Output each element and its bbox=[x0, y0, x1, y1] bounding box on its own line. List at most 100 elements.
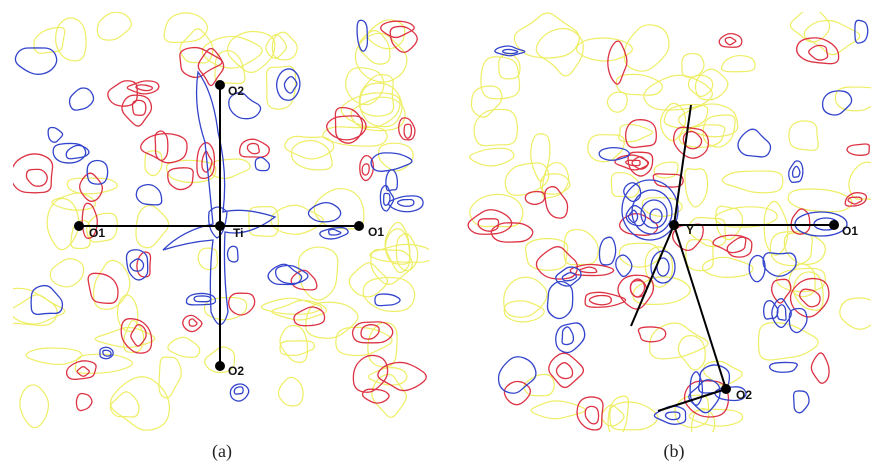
zero-contour bbox=[663, 103, 709, 129]
zero-contour bbox=[109, 391, 140, 418]
negative-contour bbox=[239, 138, 270, 158]
negative-contour-inner bbox=[361, 163, 370, 176]
negative-contour-inner bbox=[808, 44, 829, 61]
negative-contour bbox=[167, 167, 194, 191]
panel-b-svg: Y O1 O2 bbox=[467, 12, 871, 432]
zero-contour bbox=[345, 67, 385, 106]
negative-contour bbox=[503, 380, 532, 406]
positive-contour-inner bbox=[129, 258, 145, 272]
negative-contour bbox=[352, 354, 389, 393]
positive-contour bbox=[714, 386, 747, 402]
zero-contour bbox=[135, 204, 170, 249]
negative-contour bbox=[351, 321, 394, 344]
zero-contour bbox=[354, 32, 408, 83]
label-o2: O2 bbox=[736, 388, 752, 402]
zero-contour bbox=[470, 85, 503, 118]
panel-a-difference-map: O2 O2 O1 O1 Ti bbox=[13, 12, 429, 432]
positive-contour bbox=[653, 405, 687, 425]
zero-contour bbox=[469, 147, 515, 167]
negative-contour bbox=[624, 119, 657, 149]
positive-contour-inner bbox=[283, 75, 298, 94]
atom-o2-bottom bbox=[215, 361, 225, 371]
atoms bbox=[74, 80, 364, 371]
positive-contour bbox=[307, 201, 342, 223]
zero-contour bbox=[523, 373, 555, 397]
zero-contour bbox=[473, 108, 518, 147]
negative-contour-inner bbox=[135, 84, 154, 92]
positive-contour bbox=[623, 182, 642, 203]
positive-contour bbox=[546, 280, 574, 320]
positive-contour bbox=[792, 390, 810, 414]
positive-contour-inner bbox=[233, 386, 244, 395]
positive-contour bbox=[125, 249, 149, 281]
zero-contour bbox=[720, 54, 756, 73]
negative-contour bbox=[629, 279, 646, 298]
zero-contour bbox=[66, 177, 118, 195]
zero-contour bbox=[681, 52, 705, 78]
bond-y-lower-left bbox=[630, 224, 675, 327]
negative-contour bbox=[607, 40, 628, 85]
positive-contour bbox=[598, 147, 631, 161]
positive-contour bbox=[65, 144, 90, 160]
zero-contour bbox=[13, 294, 66, 325]
positive-contour-inner bbox=[664, 411, 681, 421]
zero-contour bbox=[615, 73, 663, 96]
negative-contour-inner bbox=[403, 123, 413, 139]
zero-contour bbox=[763, 200, 789, 256]
positive-contour bbox=[737, 128, 772, 158]
zero-contour bbox=[623, 24, 670, 72]
negative-contour bbox=[398, 117, 416, 141]
negative-contour bbox=[182, 314, 203, 333]
negative-contour bbox=[377, 361, 427, 392]
zero-contour bbox=[788, 263, 816, 298]
zero-contour bbox=[55, 17, 87, 62]
label-y: Y bbox=[686, 223, 694, 237]
positive-contour-lower-1 bbox=[650, 250, 676, 284]
label-o2-top: O2 bbox=[228, 84, 244, 98]
zero-contour bbox=[284, 135, 335, 160]
zero-contour bbox=[788, 120, 819, 151]
negative-contour bbox=[524, 190, 546, 205]
zero-contour bbox=[694, 68, 729, 101]
negative-contour bbox=[196, 142, 216, 180]
negative-contour bbox=[672, 126, 710, 159]
zero-contour bbox=[848, 161, 871, 201]
atoms bbox=[669, 220, 839, 394]
negative-contour-inner bbox=[477, 218, 500, 232]
zero-contour bbox=[371, 373, 407, 418]
zero-contour bbox=[688, 216, 727, 248]
positive-contour-y-1 bbox=[621, 179, 679, 241]
zero-contour bbox=[358, 29, 391, 65]
positive-contour bbox=[768, 361, 798, 373]
negative-contour bbox=[584, 291, 627, 308]
zero-contour bbox=[648, 322, 709, 360]
zero-contour bbox=[834, 86, 871, 112]
negative-contour-inner bbox=[625, 159, 641, 167]
zero-contour bbox=[609, 401, 659, 431]
positive-contour bbox=[748, 254, 766, 283]
positive-contour-inner bbox=[193, 295, 212, 303]
positive-contour-inner bbox=[561, 272, 578, 282]
positive-contour bbox=[688, 379, 721, 414]
zero-contour bbox=[535, 27, 584, 77]
positive-contour-inner bbox=[776, 304, 787, 321]
atom-o2-top bbox=[215, 80, 225, 90]
positive-contour bbox=[319, 226, 349, 240]
zero-contour bbox=[685, 239, 714, 272]
zero-contour bbox=[94, 326, 156, 349]
positive-contour-inner bbox=[396, 198, 415, 207]
positive-contour bbox=[185, 292, 217, 306]
zero-contour bbox=[33, 26, 66, 54]
negative-contour bbox=[490, 222, 534, 243]
zero-contour bbox=[498, 53, 521, 80]
negative-contour bbox=[121, 94, 153, 127]
positive-contour bbox=[497, 356, 537, 394]
negative-contour-inner bbox=[76, 366, 90, 377]
zero-contour bbox=[677, 103, 739, 138]
caption-b: (b) bbox=[663, 441, 685, 461]
zero-contour bbox=[607, 395, 630, 432]
negative-contour bbox=[290, 269, 318, 291]
zero-contour bbox=[92, 259, 131, 310]
zero-contour bbox=[688, 408, 744, 427]
zero-contour bbox=[702, 114, 736, 148]
